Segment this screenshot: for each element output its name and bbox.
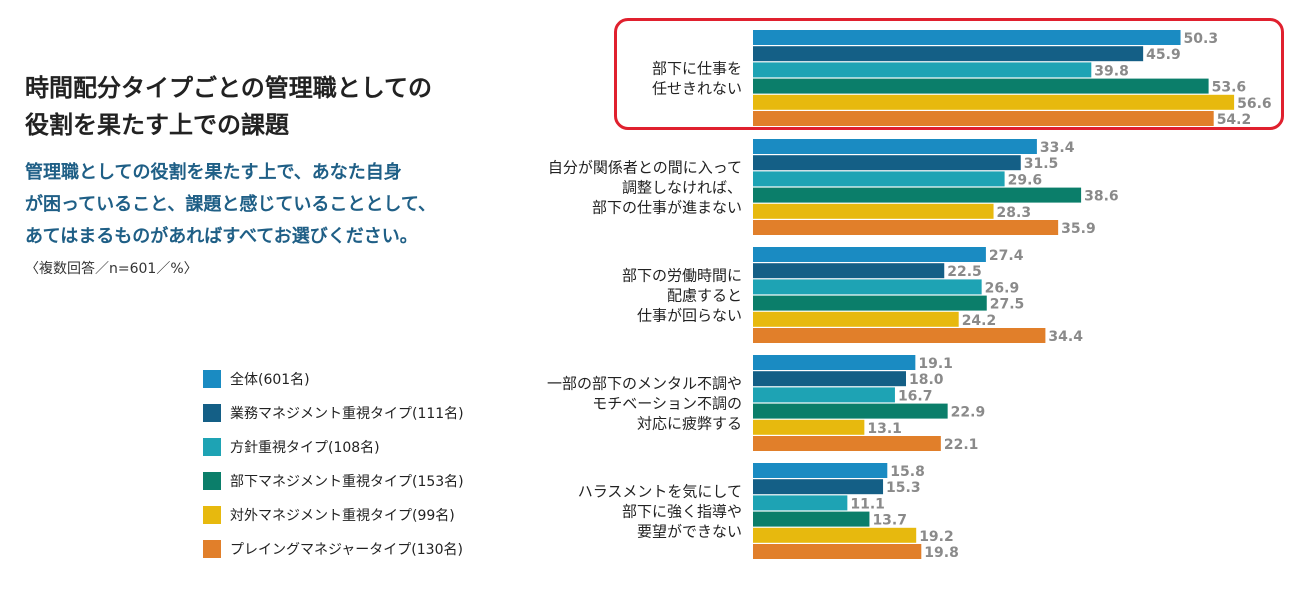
- bar-value-label: 15.8: [890, 464, 925, 480]
- highlight-box: [614, 18, 1284, 130]
- legend-label: 方針重視タイプ(108名): [230, 440, 380, 456]
- bar: [753, 295, 987, 311]
- bar-value-label: 13.7: [872, 513, 907, 529]
- bar-value-label: 56.6: [1237, 96, 1272, 112]
- category-label: 配慮すると: [667, 287, 742, 305]
- bar: [753, 94, 1235, 110]
- legend-item: 方針重視タイプ(108名): [203, 434, 523, 458]
- bar: [753, 436, 941, 451]
- bar-value-label: 22.5: [947, 264, 982, 280]
- bar-value-label: 13.1: [867, 421, 902, 437]
- bar-value-label: 27.5: [990, 297, 1025, 313]
- category-label: 対応に疲弊する: [637, 415, 742, 433]
- category-label: 部下の労働時間に: [622, 267, 742, 285]
- sample-note: 〈複数回答／n=601／%〉: [25, 261, 198, 277]
- bar: [753, 463, 888, 478]
- category-label: 部下に仕事を: [652, 60, 742, 78]
- bar-value-label: 19.1: [918, 356, 953, 372]
- category-label: ハラスメントを気にして: [578, 483, 742, 501]
- bar-value-label: 28.3: [997, 205, 1032, 221]
- category-label: 要望ができない: [637, 523, 742, 541]
- bar-value-label: 15.3: [886, 480, 921, 496]
- bar: [753, 139, 1037, 154]
- legend-item: 業務マネジメント重視タイプ(111名): [203, 400, 523, 424]
- bar: [753, 527, 917, 543]
- bar: [753, 511, 870, 527]
- bar: [753, 203, 994, 219]
- legend-label: 部下マネジメント重視タイプ(153名): [230, 474, 464, 490]
- bar: [753, 544, 922, 559]
- bar-value-label: 24.2: [962, 313, 997, 329]
- legend-swatch: [203, 540, 221, 558]
- bar-value-label: 31.5: [1024, 156, 1059, 172]
- bar-value-label: 22.1: [944, 437, 979, 453]
- category-label: 部下に強く指導や: [622, 503, 742, 521]
- bar-value-label: 45.9: [1146, 47, 1181, 63]
- bar: [753, 387, 895, 403]
- category-label: 任せきれない: [652, 80, 742, 98]
- legend-item: 部下マネジメント重視タイプ(153名): [203, 468, 523, 492]
- bar-value-label: 18.0: [909, 372, 944, 388]
- bar-value-label: 35.9: [1061, 221, 1096, 237]
- bar: [753, 155, 1021, 171]
- legend-item: 全体(601名): [203, 366, 523, 390]
- bar-value-label: 22.9: [951, 405, 986, 421]
- legend-item: プレイングマネジャータイプ(130名): [203, 536, 523, 560]
- legend-swatch: [203, 506, 221, 524]
- bar: [753, 46, 1144, 62]
- bar: [753, 355, 916, 370]
- bar: [753, 328, 1046, 343]
- legend-swatch: [203, 438, 221, 456]
- category-label: 仕事が回らない: [637, 307, 742, 325]
- bar: [753, 220, 1059, 235]
- bar: [753, 311, 959, 327]
- bar: [753, 419, 865, 435]
- bar: [753, 111, 1214, 126]
- bar-value-label: 27.4: [989, 248, 1024, 264]
- bar: [753, 78, 1209, 94]
- bar: [753, 187, 1082, 203]
- legend-swatch: [203, 370, 221, 388]
- question-text: 管理職としての役割を果たす上で、あなた自身 が困っていること、課題と感じているこ…: [25, 162, 436, 247]
- bar-value-label: 16.7: [898, 388, 933, 404]
- legend-item: 対外マネジメント重視タイプ(99名): [203, 502, 523, 526]
- category-label: 調整しなければ、: [622, 179, 742, 197]
- legend-swatch: [203, 404, 221, 422]
- bar-value-label: 11.1: [850, 496, 885, 512]
- bar-value-label: 53.6: [1212, 80, 1247, 96]
- category-label: 自分が関係者との間に入って: [548, 159, 742, 177]
- bar-value-label: 50.3: [1184, 31, 1219, 47]
- bar-value-label: 33.4: [1040, 140, 1075, 156]
- bar: [753, 247, 986, 262]
- category-label: 部下の仕事が進まない: [592, 199, 742, 217]
- bar-value-label: 38.6: [1084, 189, 1119, 205]
- bar-value-label: 39.8: [1094, 63, 1129, 79]
- bar: [753, 403, 948, 419]
- bar: [753, 171, 1005, 187]
- bar-value-label: 54.2: [1217, 112, 1252, 128]
- category-label: 一部の部下のメンタル不調や: [547, 375, 742, 393]
- bar: [753, 62, 1092, 78]
- bar-value-label: 19.8: [924, 545, 959, 561]
- chart-title: 時間配分タイプごとの管理職としての 役割を果たす上での課題: [25, 74, 433, 139]
- bar: [753, 263, 945, 279]
- bar-value-label: 34.4: [1048, 329, 1083, 345]
- legend-label: 対外マネジメント重視タイプ(99名): [230, 508, 455, 524]
- bar: [753, 495, 848, 511]
- legend-label: プレイングマネジャータイプ(130名): [230, 542, 463, 558]
- legend-swatch: [203, 472, 221, 490]
- bar: [753, 279, 982, 295]
- bar: [753, 30, 1181, 45]
- bar: [753, 371, 906, 387]
- bar-value-label: 19.2: [919, 529, 954, 545]
- legend-label: 全体(601名): [230, 372, 310, 388]
- bar-value-label: 26.9: [985, 280, 1020, 296]
- legend-label: 業務マネジメント重視タイプ(111名): [230, 406, 464, 422]
- bar: [753, 479, 884, 495]
- category-label: モチベーション不調の: [592, 395, 742, 413]
- bar-value-label: 29.6: [1008, 172, 1043, 188]
